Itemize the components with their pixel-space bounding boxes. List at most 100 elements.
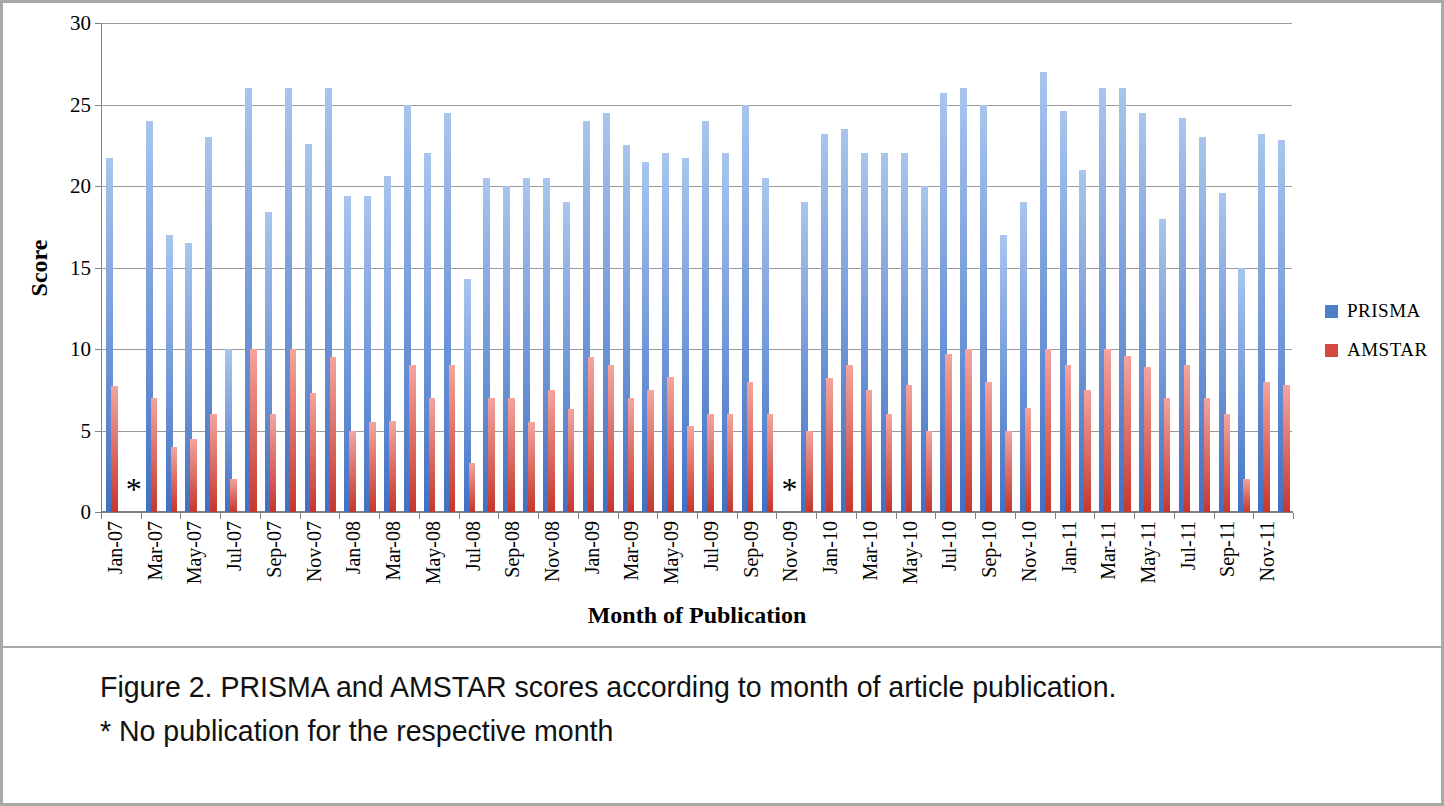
amstar-bar-Dec-10: [1045, 349, 1052, 512]
amstar-bar-Sep-07: [270, 414, 277, 512]
amstar-bar-Dec-09: [806, 431, 813, 513]
amstar-bar-Sep-10: [985, 382, 992, 512]
x-axis-tick: [1293, 513, 1294, 519]
amstar-bar-Feb-08: [369, 422, 376, 512]
x-axis-tick: [180, 513, 181, 519]
x-tick-label: Nov-10: [1018, 521, 1040, 631]
amstar-bar-May-11: [1144, 367, 1151, 512]
x-axis-tick: [737, 513, 738, 519]
amstar-bar-Jan-09: [588, 357, 595, 512]
amstar-bar-Jun-11: [1164, 398, 1171, 512]
amstar-bar-Dec-08: [568, 409, 575, 512]
amstar-bar-Dec-07: [330, 357, 337, 512]
amstar-bar-Jul-08: [469, 463, 476, 512]
y-axis-tick: [95, 268, 101, 269]
no-publication-asterisk-Feb-07: *: [126, 471, 142, 508]
x-axis-tick: [935, 513, 936, 519]
amstar-bar-Feb-09: [608, 365, 615, 512]
amstar-bar-Jul-07: [230, 479, 237, 512]
amstar-bar-Feb-10: [846, 365, 853, 512]
x-axis-tick: [657, 513, 658, 519]
x-axis-tick: [141, 513, 142, 519]
caption-line-1: Figure 2. PRISMA and AMSTAR scores accor…: [100, 665, 1116, 709]
amstar-bar-Apr-10: [886, 414, 893, 512]
amstar-bar-Aug-09: [727, 414, 734, 512]
x-axis-tick: [379, 513, 380, 519]
amstar-legend-swatch: [1325, 344, 1338, 357]
amstar-bar-Jul-09: [707, 414, 714, 512]
gridline-10: [101, 349, 1292, 350]
amstar-bar-Apr-07: [171, 447, 178, 512]
x-axis-tick: [1253, 513, 1254, 519]
figure-frame: Score Month of Publication 051015202530J…: [0, 0, 1444, 806]
x-axis-tick: [1055, 513, 1056, 519]
x-axis-tick: [220, 513, 221, 519]
gridline-20: [101, 186, 1292, 187]
x-axis-tick: [498, 513, 499, 519]
amstar-bar-May-07: [190, 439, 197, 512]
amstar-bar-Apr-09: [647, 390, 654, 512]
x-tick-label: Mar-11: [1097, 521, 1119, 631]
amstar-bar-Sep-09: [747, 382, 754, 512]
amstar-bar-Mar-09: [628, 398, 635, 512]
y-axis-tick: [95, 23, 101, 24]
amstar-bar-Jul-10: [945, 354, 952, 512]
x-axis-tick: [856, 513, 857, 519]
gridline-15: [101, 268, 1292, 269]
y-tick-label: 0: [47, 501, 91, 523]
amstar-bar-May-08: [429, 398, 436, 512]
amstar-bar-Oct-11: [1243, 479, 1250, 512]
amstar-bar-Apr-11: [1124, 356, 1131, 512]
x-tick-label: May-08: [422, 521, 444, 631]
x-tick-label: Sep-07: [263, 521, 285, 631]
legend-label: AMSTAR: [1347, 339, 1428, 361]
x-tick-label: Jan-08: [342, 521, 364, 631]
x-axis-tick: [1174, 513, 1175, 519]
x-tick-label: Jan-11: [1058, 521, 1080, 631]
amstar-bar-Aug-08: [488, 398, 495, 512]
amstar-bar-Sep-08: [508, 398, 515, 512]
y-tick-label: 5: [47, 420, 91, 442]
legend-label: PRISMA: [1347, 300, 1421, 322]
y-axis-tick: [95, 431, 101, 432]
x-axis-tick: [1134, 513, 1135, 519]
y-axis-tick: [95, 349, 101, 350]
x-tick-label: Mar-08: [382, 521, 404, 631]
x-tick-label: Sep-11: [1216, 521, 1238, 631]
amstar-bar-Oct-08: [528, 422, 535, 512]
x-tick-label: Sep-08: [501, 521, 523, 631]
x-axis-tick: [101, 513, 102, 519]
amstar-bar-Sep-11: [1224, 414, 1231, 512]
x-tick-label: Nov-11: [1256, 521, 1278, 631]
x-tick-label: Mar-10: [859, 521, 881, 631]
x-axis-tick: [1094, 513, 1095, 519]
x-axis-tick: [1214, 513, 1215, 519]
amstar-bar-Oct-07: [290, 349, 297, 512]
x-tick-label: May-11: [1137, 521, 1159, 631]
amstar-bar-Dec-11: [1283, 385, 1290, 512]
x-tick-label: May-07: [183, 521, 205, 631]
amstar-bar-Nov-08: [548, 390, 555, 512]
amstar-bar-Oct-10: [1005, 431, 1012, 513]
amstar-bar-May-09: [667, 377, 674, 512]
x-tick-label: May-10: [899, 521, 921, 631]
x-axis-tick: [776, 513, 777, 519]
amstar-bar-Jul-11: [1184, 365, 1191, 512]
x-tick-label: Mar-07: [144, 521, 166, 631]
amstar-bar-Jan-10: [826, 378, 833, 512]
x-axis-tick: [339, 513, 340, 519]
amstar-bar-Nov-11: [1263, 382, 1270, 512]
x-axis-tick: [459, 513, 460, 519]
x-axis-tick: [300, 513, 301, 519]
x-tick-label: Sep-09: [740, 521, 762, 631]
amstar-bar-Apr-08: [409, 365, 416, 512]
amstar-bar-Aug-07: [250, 349, 257, 512]
amstar-bar-Aug-11: [1204, 398, 1211, 512]
plot-area: Score Month of Publication 051015202530J…: [3, 3, 1441, 646]
x-tick-label: Jul-10: [938, 521, 960, 631]
x-tick-label: Nov-08: [541, 521, 563, 631]
figure-caption: Figure 2. PRISMA and AMSTAR scores accor…: [100, 665, 1116, 753]
x-tick-label: Jul-09: [700, 521, 722, 631]
x-tick-label: Nov-07: [303, 521, 325, 631]
y-axis-tick: [95, 186, 101, 187]
